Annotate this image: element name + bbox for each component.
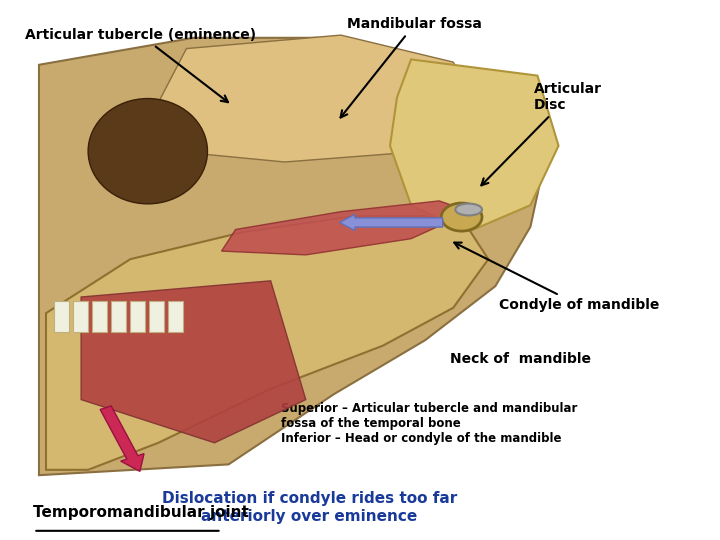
Text: Mandibular fossa: Mandibular fossa xyxy=(341,17,482,118)
Ellipse shape xyxy=(455,204,482,215)
Polygon shape xyxy=(39,38,544,475)
Polygon shape xyxy=(222,201,471,255)
Text: Articular
Disc: Articular Disc xyxy=(482,82,602,185)
Bar xyxy=(149,301,164,332)
Ellipse shape xyxy=(441,203,482,231)
Ellipse shape xyxy=(88,98,207,204)
Text: Dislocation if condyle rides too far
anteriorly over eminence: Dislocation if condyle rides too far ant… xyxy=(162,491,457,524)
Bar xyxy=(112,301,126,332)
Polygon shape xyxy=(81,281,306,443)
Text: Neck of  mandible: Neck of mandible xyxy=(450,352,590,366)
Polygon shape xyxy=(46,216,488,470)
Bar xyxy=(55,301,69,332)
FancyArrow shape xyxy=(100,406,144,471)
Bar xyxy=(130,301,145,332)
Polygon shape xyxy=(144,35,488,162)
Text: Superior – Articular tubercle and mandibular
fossa of the temporal bone
Inferior: Superior – Articular tubercle and mandib… xyxy=(282,402,577,446)
Bar xyxy=(73,301,88,332)
Bar xyxy=(92,301,107,332)
Bar xyxy=(168,301,183,332)
Polygon shape xyxy=(390,59,559,232)
FancyArrow shape xyxy=(339,214,443,231)
Text: Condyle of mandible: Condyle of mandible xyxy=(454,242,660,312)
Text: Articular tubercle (eminence): Articular tubercle (eminence) xyxy=(25,28,256,102)
Text: Temporomandibular joint: Temporomandibular joint xyxy=(33,505,249,521)
